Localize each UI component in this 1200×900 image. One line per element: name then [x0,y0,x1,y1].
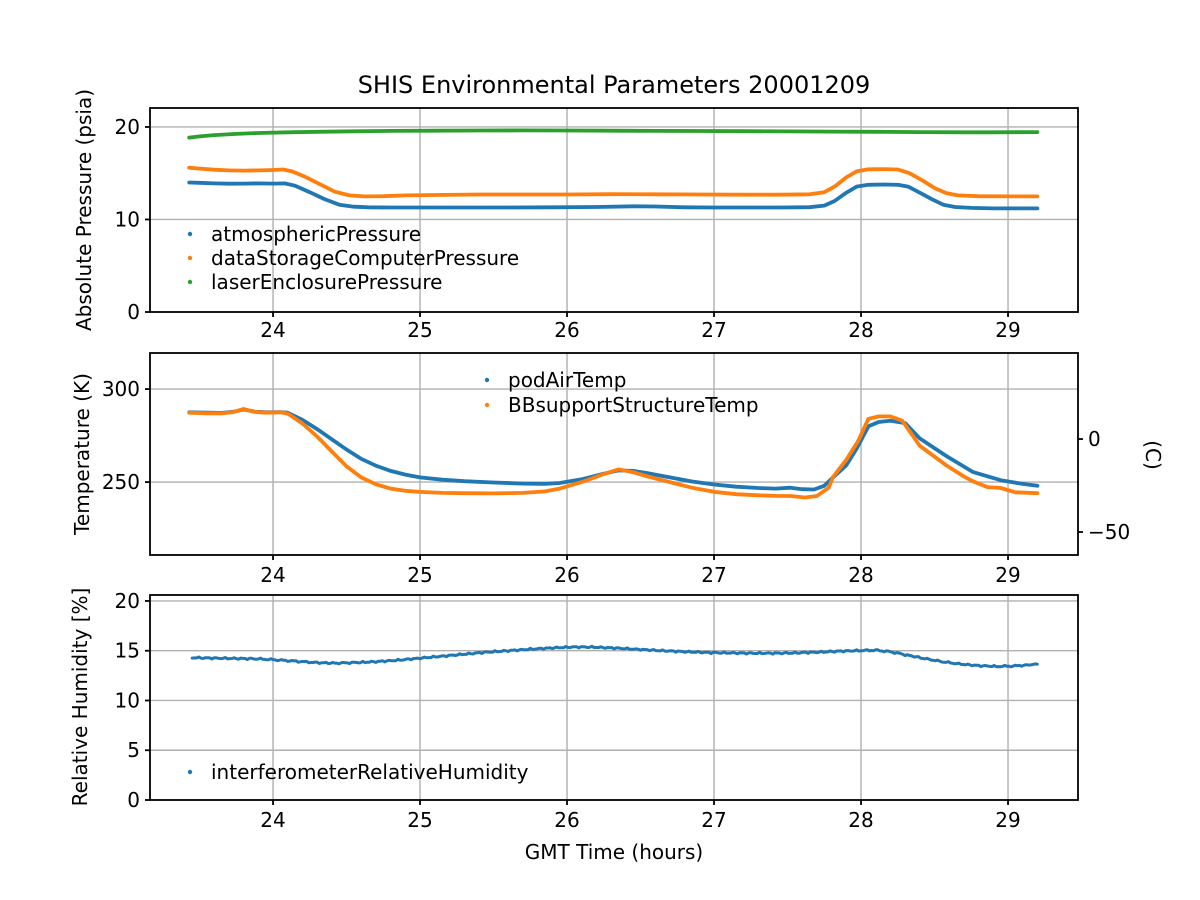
legend-dot-icon [187,769,193,775]
legend-dot-icon [187,255,193,261]
axes-frame [149,594,1079,801]
figure-title: SHIS Environmental Parameters 20001209 [357,71,871,99]
legend-label: atmosphericPressure [211,222,421,246]
y-tick-label: 20 [115,589,140,613]
axes-frame [149,107,1079,313]
x-tick-label: 24 [260,318,285,342]
x-tick-label: 28 [848,318,873,342]
x-tick-label: 24 [260,808,285,832]
subplot-temperature: 24 25 26 27 28 29 250 300 0 −50 podAirTempBBsuppor… [102,352,1130,587]
axes-frame [149,352,1079,556]
subplot-relative-humidity: 24 25 26 27 28 29 0 5 10 15 20 interferometerRelati… [115,589,1079,832]
y-tick-label: 0 [127,788,140,812]
y-axis-label-temperature: Temperature (K) [70,373,94,535]
legend-label: dataStorageComputerPressure [211,246,519,270]
legend-dot-icon [484,402,490,408]
x-tick-label: 26 [554,808,579,832]
y-tick-label: 10 [115,688,140,712]
x-tick-label: 29 [995,808,1020,832]
x-tick-label: 27 [701,808,726,832]
y-tick-label-right: −50 [1088,520,1130,544]
legend-dot-icon [187,279,193,285]
legend-label: podAirTemp [508,368,626,392]
x-tick-label: 25 [407,808,432,832]
x-axis-label: GMT Time (hours) [524,840,704,864]
legend-label: interferometerRelativeHumidity [211,760,529,784]
x-tick-label: 25 [407,563,432,587]
legend-label: laserEnclosurePressure [211,270,442,294]
y-tick-label: 10 [115,207,140,231]
legend-entry: BBsupportStructureTemp [484,393,759,417]
legend-dot-icon [484,377,490,383]
y-tick-label: 300 [102,377,140,401]
y-tick-label-right: 0 [1088,427,1101,451]
x-tick-label: 27 [701,318,726,342]
y-tick-label: 250 [102,470,140,494]
series-laserEnclosurePressure [187,128,1040,140]
series-podAirTemp [187,407,1040,492]
x-tick-label: 29 [995,563,1020,587]
x-tick-label: 29 [995,318,1020,342]
x-tick-label: 28 [848,563,873,587]
y-tick-label: 0 [127,300,140,324]
y-axis-label-humidity: Relative Humidity [%] [68,587,92,807]
x-tick-label: 24 [260,563,285,587]
x-tick-label: 28 [848,808,873,832]
legend-label: BBsupportStructureTemp [508,393,759,417]
series-atmosphericPressure [187,180,1040,211]
x-tick-label: 26 [554,318,579,342]
x-tick-label: 25 [407,318,432,342]
legend-dot-icon [187,231,193,237]
x-tick-label: 26 [554,563,579,587]
legend-entry: podAirTemp [484,368,626,392]
x-tick-label: 27 [701,563,726,587]
legend-entry: atmosphericPressure [187,222,421,246]
y-tick-label: 5 [127,738,140,762]
subplot-absolute-pressure: 24 25 26 27 28 29 0 10 20 atmosphericPressuredata… [115,107,1079,342]
legend-entry: interferometerRelativeHumidity [187,760,529,784]
legend-entry: laserEnclosurePressure [187,270,442,294]
y-axis-label-celsius: (C) [1141,440,1165,470]
series-interferometerRelativeHumidity [190,644,1039,669]
y-tick-label: 15 [115,639,140,663]
legend-entry: dataStorageComputerPressure [187,246,519,270]
y-tick-label: 20 [115,115,140,139]
y-axis-label-pressure: Absolute Pressure (psia) [72,88,96,332]
series-dataStorageComputerPressure [187,165,1040,199]
series-BBsupportStructureTemp [187,407,1040,500]
